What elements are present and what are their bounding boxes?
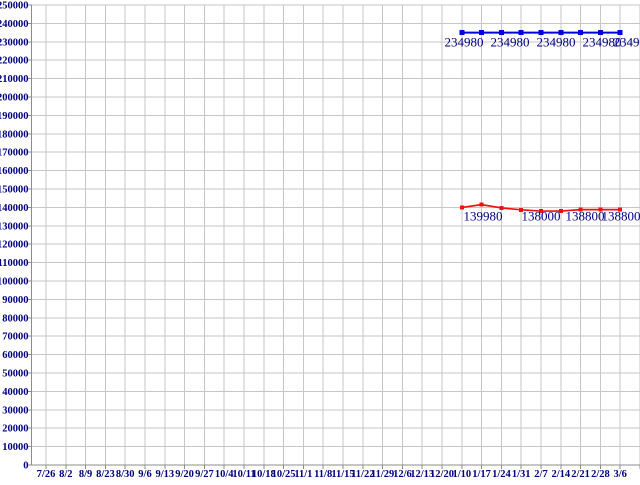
- data-point-label-red-series: 138800: [602, 209, 640, 224]
- y-axis-tick-label: 200000: [0, 93, 29, 104]
- x-axis-tick-label: 8/2: [59, 469, 72, 480]
- y-axis-tick-label: 230000: [0, 37, 29, 48]
- y-axis-tick-label: 80000: [2, 313, 28, 324]
- x-axis-tick-label: 1/31: [512, 469, 531, 480]
- data-point-label-blue-series: 234980: [491, 35, 530, 50]
- y-axis-tick-label: 150000: [0, 185, 29, 196]
- x-axis-tick-label: 10/25: [272, 469, 296, 480]
- x-axis-tick-label: 2/28: [591, 469, 610, 480]
- y-axis-tick-label: 180000: [0, 129, 29, 140]
- y-axis-tick-label: 90000: [2, 295, 28, 306]
- x-axis-tick-label: 2/14: [551, 469, 570, 480]
- x-axis-tick-label: 8/9: [79, 469, 92, 480]
- y-axis-tick-label: 240000: [0, 19, 29, 30]
- y-axis-tick-label: 250000: [0, 1, 29, 12]
- x-axis-tick-label: 9/20: [175, 469, 194, 480]
- y-axis-tick-label: 130000: [0, 221, 29, 232]
- x-axis-tick-label: 12/20: [430, 469, 454, 480]
- data-point-label-red-series: 138800: [566, 209, 605, 224]
- x-axis-tick-label: 1/24: [492, 469, 511, 480]
- data-point-marker-red-series: [480, 203, 484, 207]
- data-point-label-blue-series: 234980: [537, 35, 576, 50]
- y-axis-tick-label: 190000: [0, 111, 29, 122]
- x-axis-tick-label: 1/17: [472, 469, 491, 480]
- y-axis-tick-label: 210000: [0, 74, 29, 85]
- y-axis-tick-label: 0: [23, 461, 28, 472]
- y-axis-tick-label: 120000: [0, 240, 29, 251]
- x-axis-tick-label: 3/6: [613, 469, 626, 480]
- x-axis-tick-label: 2/7: [534, 469, 547, 480]
- data-point-label-blue-series: 234980: [614, 35, 640, 50]
- x-axis-tick-label: 7/26: [37, 469, 56, 480]
- y-axis-tick-label: 170000: [0, 148, 29, 159]
- y-axis-tick-label: 100000: [0, 277, 29, 288]
- x-axis-tick-label: 9/27: [195, 469, 214, 480]
- y-axis-tick-label: 220000: [0, 56, 29, 67]
- y-axis-tick-label: 110000: [0, 258, 29, 269]
- y-axis-tick-label: 20000: [2, 424, 28, 435]
- x-axis-tick-label: 11/8: [314, 469, 332, 480]
- y-axis-tick-label: 140000: [0, 203, 29, 214]
- y-axis-tick-label: 60000: [2, 350, 28, 361]
- data-point-label-red-series: 139980: [464, 209, 503, 224]
- y-axis-tick-label: 40000: [2, 387, 28, 398]
- x-axis-tick-label: 9/13: [155, 469, 174, 480]
- x-axis-tick-label: 11/1: [294, 469, 312, 480]
- x-axis-tick-label: 12/6: [393, 469, 412, 480]
- x-axis-tick-label: 2/21: [571, 469, 590, 480]
- x-axis-tick-label: 9/6: [138, 469, 151, 480]
- y-axis-tick-label: 30000: [2, 405, 28, 416]
- y-axis-tick-label: 160000: [0, 166, 29, 177]
- y-axis-tick-label: 70000: [2, 332, 28, 343]
- y-axis-tick-label: 50000: [2, 369, 28, 380]
- y-axis-tick-label: 10000: [2, 442, 28, 453]
- x-axis-tick-label: 11/29: [371, 469, 394, 480]
- data-point-label-blue-series: 234980: [445, 35, 484, 50]
- x-axis-tick-label: 1/10: [452, 469, 471, 480]
- x-axis-tick-label: 8/23: [96, 469, 115, 480]
- data-point-label-red-series: 138000: [522, 209, 561, 224]
- x-axis-tick-label: 8/30: [116, 469, 135, 480]
